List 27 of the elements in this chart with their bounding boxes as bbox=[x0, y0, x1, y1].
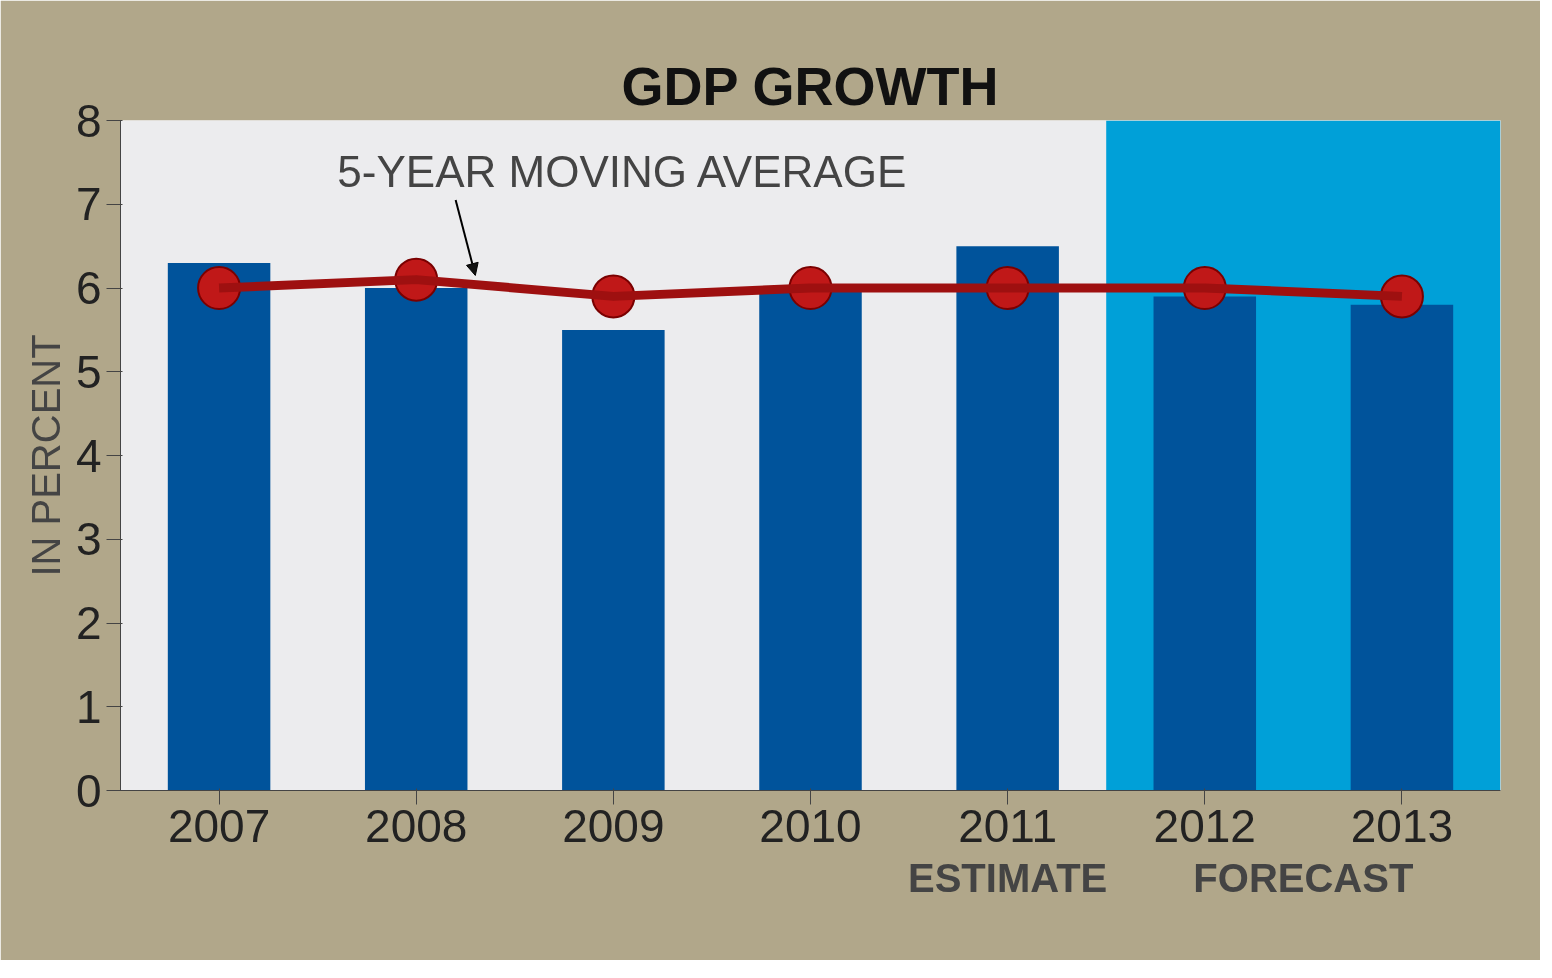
x-tick-label: 2008 bbox=[365, 799, 468, 852]
y-tick-label: 2 bbox=[75, 597, 102, 649]
y-tick-label: 5 bbox=[75, 345, 102, 398]
y-tick-label: 8 bbox=[75, 94, 102, 147]
y-tick-label: 0 bbox=[75, 764, 102, 817]
y-tick-label: 7 bbox=[75, 178, 102, 231]
x-tick-label: 2009 bbox=[562, 799, 665, 852]
x-tick-label: 2013 bbox=[1350, 799, 1454, 852]
bar bbox=[1350, 304, 1454, 791]
text: FORECAST bbox=[1193, 855, 1414, 900]
x-tick-label: 2012 bbox=[1153, 799, 1256, 852]
bar bbox=[364, 288, 468, 791]
y-tick-label: 1 bbox=[75, 680, 102, 733]
bar bbox=[1153, 296, 1257, 791]
bar bbox=[956, 246, 1059, 791]
y-tick-label: 6 bbox=[75, 262, 102, 314]
y-axis-title: IN PERCENT bbox=[23, 334, 68, 577]
y-tick-label: 3 bbox=[75, 513, 102, 566]
chart-title: GDP GROWTH bbox=[621, 55, 999, 116]
bar bbox=[167, 262, 271, 791]
y-tick-label: 4 bbox=[75, 429, 102, 482]
annotation: 5-YEAR MOVING AVERAGE bbox=[337, 146, 907, 196]
text: ESTIMATE bbox=[908, 855, 1108, 900]
x-tick-label: 2010 bbox=[759, 799, 862, 852]
x-tick-label: 2007 bbox=[167, 799, 271, 852]
x-tick-label: 2011 bbox=[958, 799, 1058, 852]
bar bbox=[562, 329, 665, 791]
